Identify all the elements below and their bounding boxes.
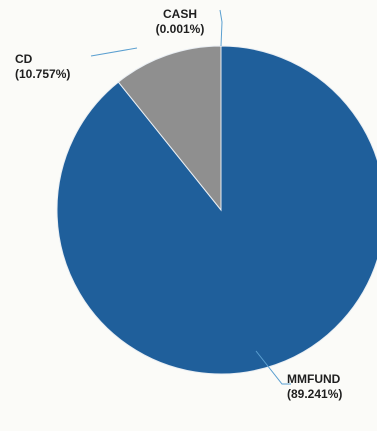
pie-slice-mmfund bbox=[56, 45, 377, 375]
slice-label-cash: CASH bbox=[163, 7, 197, 21]
slice-percent-cash: (0.001%) bbox=[156, 22, 205, 36]
slice-label-mmfund: MMFUND bbox=[287, 372, 341, 386]
pie-slice-cd bbox=[117, 45, 222, 212]
slice-label-cd: CD bbox=[15, 52, 33, 66]
slice-percent-cd: (10.757%) bbox=[15, 67, 70, 81]
leader-line-mmfund bbox=[255, 350, 291, 385]
leader-line-cd bbox=[90, 47, 138, 57]
slice-percent-mmfund: (89.241%) bbox=[287, 387, 342, 401]
leader-line-cash bbox=[219, 9, 223, 47]
